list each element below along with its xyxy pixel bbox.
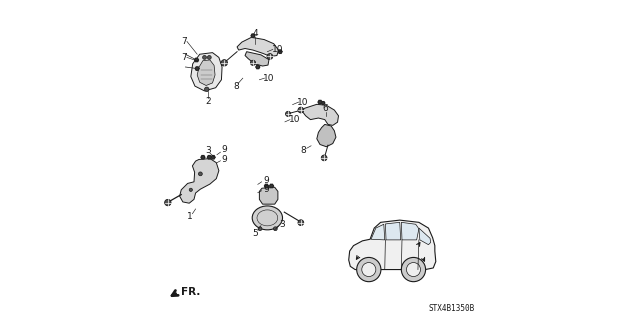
Polygon shape xyxy=(197,60,215,85)
Circle shape xyxy=(221,60,227,66)
Circle shape xyxy=(362,263,376,277)
Circle shape xyxy=(207,56,211,59)
Polygon shape xyxy=(245,52,269,66)
Text: 9: 9 xyxy=(221,145,227,154)
Polygon shape xyxy=(256,65,260,69)
Text: 2: 2 xyxy=(205,97,211,106)
Circle shape xyxy=(250,60,255,65)
Polygon shape xyxy=(195,67,199,70)
Circle shape xyxy=(205,87,209,92)
Polygon shape xyxy=(195,58,198,62)
Circle shape xyxy=(298,220,304,226)
Circle shape xyxy=(401,257,426,282)
Polygon shape xyxy=(180,159,219,203)
Polygon shape xyxy=(385,222,401,240)
Polygon shape xyxy=(278,50,282,53)
Polygon shape xyxy=(419,228,431,245)
Circle shape xyxy=(164,199,171,206)
Circle shape xyxy=(356,257,381,282)
Polygon shape xyxy=(211,156,215,159)
Polygon shape xyxy=(349,220,436,270)
Text: 6: 6 xyxy=(323,104,328,113)
Text: 1: 1 xyxy=(188,212,193,221)
Polygon shape xyxy=(237,37,278,56)
Polygon shape xyxy=(401,222,419,240)
Text: 10: 10 xyxy=(298,98,309,107)
Text: 8: 8 xyxy=(233,82,239,91)
Polygon shape xyxy=(201,156,205,159)
Polygon shape xyxy=(191,53,222,91)
Polygon shape xyxy=(207,156,211,159)
Text: 9: 9 xyxy=(263,176,269,185)
Polygon shape xyxy=(251,34,255,37)
Text: 9: 9 xyxy=(221,155,227,164)
Text: 5: 5 xyxy=(252,229,258,238)
Polygon shape xyxy=(317,124,336,147)
Text: 7: 7 xyxy=(181,37,187,46)
Polygon shape xyxy=(269,184,273,188)
Circle shape xyxy=(273,227,277,231)
Circle shape xyxy=(203,56,207,59)
Text: 10: 10 xyxy=(289,115,300,124)
Text: 9: 9 xyxy=(263,185,269,194)
Circle shape xyxy=(298,107,304,113)
Circle shape xyxy=(267,54,273,59)
Circle shape xyxy=(321,155,327,161)
Text: 10: 10 xyxy=(272,45,284,54)
Polygon shape xyxy=(318,100,322,104)
Circle shape xyxy=(198,172,202,176)
Text: 8: 8 xyxy=(301,146,307,155)
Circle shape xyxy=(406,263,420,277)
Polygon shape xyxy=(321,102,324,104)
Text: 7: 7 xyxy=(181,53,187,62)
Text: 3: 3 xyxy=(205,146,211,155)
Ellipse shape xyxy=(252,206,282,230)
Circle shape xyxy=(189,188,193,191)
Polygon shape xyxy=(264,184,268,188)
Text: 10: 10 xyxy=(263,74,275,83)
Circle shape xyxy=(258,227,262,231)
Circle shape xyxy=(285,111,291,116)
Text: 4: 4 xyxy=(252,29,258,38)
Polygon shape xyxy=(371,224,385,240)
Text: 3: 3 xyxy=(279,220,285,229)
Text: STX4B1350B: STX4B1350B xyxy=(428,304,475,313)
Polygon shape xyxy=(303,104,339,125)
Text: FR.: FR. xyxy=(181,286,200,297)
Polygon shape xyxy=(259,187,278,204)
